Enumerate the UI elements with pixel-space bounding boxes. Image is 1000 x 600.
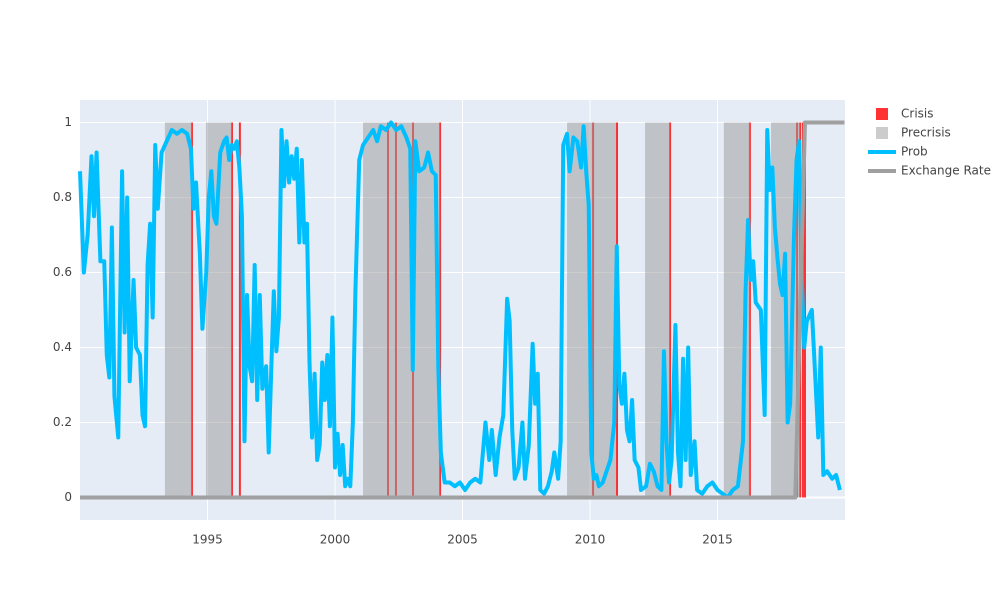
x-tick-label: 2010	[575, 533, 606, 547]
y-tick-label: 0	[64, 490, 72, 504]
legend-label[interactable]: Prob	[901, 145, 928, 159]
legend-swatch[interactable]	[876, 127, 888, 139]
legend-label[interactable]: Exchange Rate	[901, 164, 991, 178]
crisis-bar	[190, 122, 193, 498]
y-tick-label: 0.4	[53, 340, 72, 354]
x-tick-label: 2005	[447, 533, 478, 547]
crisis-bar	[238, 122, 241, 498]
legend-label[interactable]: Crisis	[901, 107, 933, 121]
series-line	[80, 120, 845, 500]
y-tick-label: 0.2	[53, 415, 72, 429]
legend-label[interactable]: Precrisis	[901, 126, 951, 140]
crisis-bar	[803, 122, 806, 498]
x-tick-label: 2015	[702, 533, 733, 547]
x-tick-label: 1995	[192, 533, 223, 547]
y-tick-label: 0.6	[53, 265, 72, 279]
precrisis-span	[363, 122, 441, 498]
precrisis-span	[164, 122, 192, 498]
y-tick-label: 1	[64, 115, 72, 129]
x-tick-label: 2000	[320, 533, 351, 547]
series-line	[78, 120, 842, 500]
y-tick-label: 0.8	[53, 190, 72, 204]
legend-swatch[interactable]	[876, 108, 888, 120]
